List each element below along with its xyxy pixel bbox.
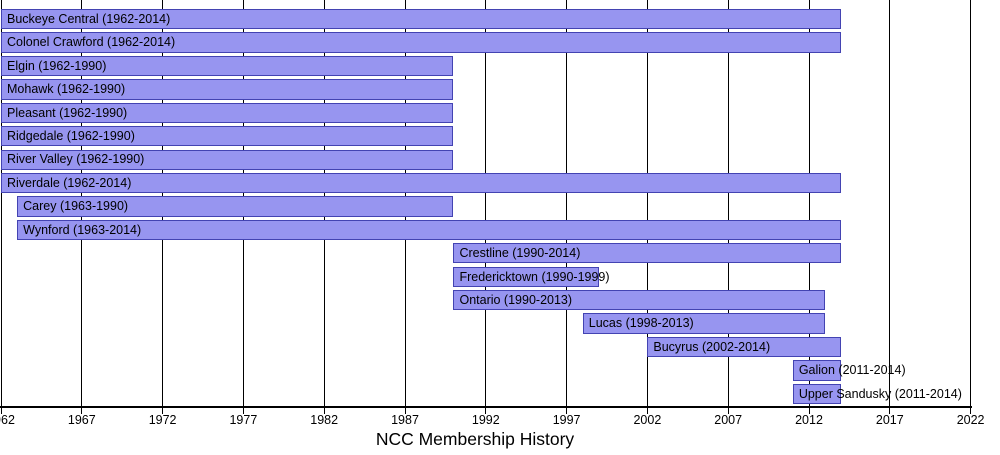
bar-label-galion: Galion (2011-2014) — [798, 363, 906, 378]
gridline-1997 — [566, 0, 568, 407]
x-tick-1967 — [81, 406, 83, 414]
x-tick-label-1997: 1997 — [552, 413, 581, 427]
x-tick-2022 — [970, 406, 972, 414]
x-tick-1982 — [323, 406, 325, 414]
x-tick-label-2002: 2002 — [633, 413, 662, 427]
gantt-bar-mohawk: Mohawk (1962-1990) — [1, 79, 454, 100]
bar-label-riverdale: Riverdale (1962-2014) — [7, 175, 132, 190]
gridline-1962 — [0, 0, 2, 407]
chart-title: NCC Membership History — [375, 429, 575, 449]
bar-label-ridgedale: Ridgedale (1962-1990) — [7, 128, 135, 143]
gantt-bar-riverdale: Riverdale (1962-2014) — [1, 172, 842, 194]
x-tick-label-1987: 1987 — [391, 413, 419, 427]
gantt-bar-lucas: Lucas (1998-2013) — [582, 313, 826, 334]
bar-label-wynford: Wynford (1963-2014) — [23, 222, 142, 237]
bar-label-buckeye-central: Buckeye Central (1962-2014) — [7, 11, 171, 26]
bar-label-ontario: Ontario (1990-2013) — [459, 292, 573, 307]
bar-label-bucyrus: Bucyrus (2002-2014) — [653, 339, 771, 354]
gantt-bar-fredericktown: Fredericktown (1990-1999) — [453, 266, 610, 287]
bar-label-river-valley: River Valley (1962-1990) — [7, 152, 145, 167]
gantt-bar-carey: Carey (1963-1990) — [17, 196, 454, 217]
gridline-2022 — [970, 0, 972, 407]
gantt-bar-colonel-crawford: Colonel Crawford (1962-2014) — [1, 32, 842, 53]
x-tick-1992 — [485, 406, 487, 414]
bar-label-carey: Carey (1963-1990) — [23, 199, 129, 214]
gantt-bar-buckeye-central: Buckeye Central (1962-2014) — [1, 9, 842, 30]
x-tick-1972 — [162, 406, 164, 414]
gridline-1992 — [485, 0, 487, 407]
x-tick-1977 — [242, 406, 244, 414]
bar-label-mohawk: Mohawk (1962-1990) — [7, 82, 126, 97]
gridline-2012 — [808, 0, 810, 407]
x-tick-label-1982: 1982 — [310, 413, 339, 427]
gantt-bar-wynford: Wynford (1963-2014) — [17, 219, 842, 241]
x-tick-2007 — [727, 406, 729, 414]
x-tick-label-2012: 2012 — [795, 413, 823, 427]
bar-label-elgin: Elgin (1962-1990) — [7, 58, 107, 73]
gridline-2017 — [889, 0, 891, 407]
x-tick-label-1992: 1992 — [471, 413, 500, 427]
x-tick-2017 — [889, 406, 891, 414]
x-tick-2002 — [646, 406, 648, 414]
gridline-2002 — [646, 0, 648, 407]
gantt-bar-pleasant: Pleasant (1962-1990) — [1, 102, 454, 123]
gantt-bar-ridgedale: Ridgedale (1962-1990) — [1, 126, 454, 147]
gantt-bar-bucyrus: Bucyrus (2002-2014) — [647, 336, 842, 358]
x-tick-label-2022: 2022 — [956, 413, 985, 427]
gantt-bar-elgin: Elgin (1962-1990) — [1, 55, 454, 77]
x-tick-1987 — [404, 406, 406, 414]
bar-label-crestline: Crestline (1990-2014) — [459, 246, 581, 261]
bar-label-pleasant: Pleasant (1962-1990) — [7, 105, 128, 120]
gantt-bar-upper-sandusky: Upper Sandusky (2011-2014) — [792, 383, 962, 405]
bar-label-colonel-crawford: Colonel Crawford (1962-2014) — [7, 35, 176, 50]
x-tick-label-2007: 2007 — [714, 413, 743, 427]
x-tick-label-1972: 1972 — [148, 413, 177, 427]
plot-area: Buckeye Central (1962-2014) Colonel Crawf… — [0, 0, 972, 407]
bar-label-upper-sandusky: Upper Sandusky (2011-2014) — [798, 386, 962, 401]
x-tick-label-1962: 1962 — [0, 413, 15, 427]
x-tick-label-1967: 1967 — [67, 413, 96, 427]
x-tick-label-2017: 2017 — [875, 413, 904, 427]
x-tick-2012 — [808, 406, 810, 414]
x-tick-1997 — [566, 406, 568, 414]
gantt-bar-galion: Galion (2011-2014) — [792, 360, 906, 381]
gantt-bar-river-valley: River Valley (1962-1990) — [1, 149, 454, 170]
gantt-bar-ontario: Ontario (1990-2013) — [453, 290, 826, 311]
bar-label-fredericktown: Fredericktown (1990-1999) — [459, 269, 610, 284]
gridline-2007 — [727, 0, 729, 407]
x-tick-label-1977: 1977 — [229, 413, 258, 427]
bar-label-lucas: Lucas (1998-2013) — [588, 316, 694, 331]
gantt-bar-crestline: Crestline (1990-2014) — [453, 243, 842, 264]
x-tick-1962 — [0, 406, 2, 414]
